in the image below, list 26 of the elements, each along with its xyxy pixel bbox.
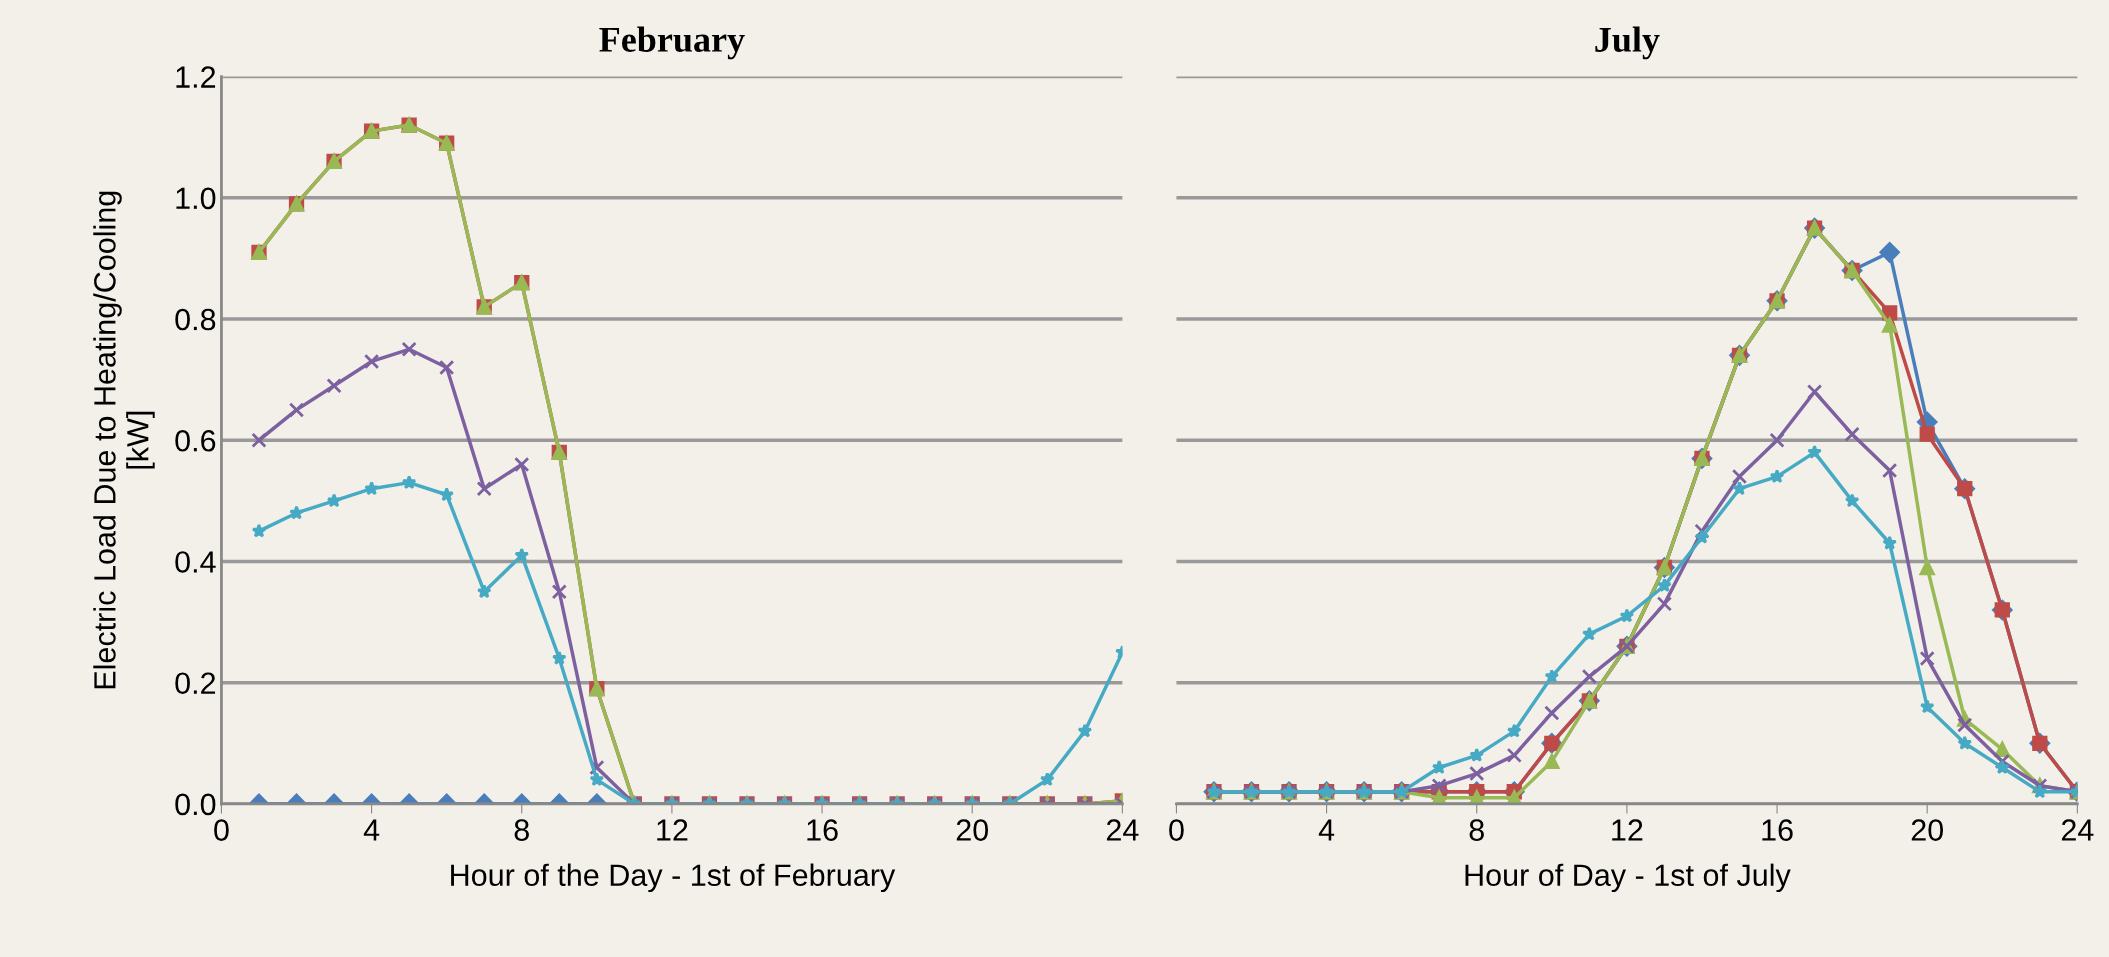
x-tick-label: 16 — [1762, 819, 1793, 841]
x-tick-label: 24 — [2061, 819, 2094, 841]
chart-title: February — [599, 26, 745, 60]
x-axis-title: Hour of Day - 1st of July — [1465, 863, 1791, 893]
x-tick-label: 16 — [807, 819, 838, 841]
x-tick-label: 8 — [514, 819, 529, 841]
x-tick-label: 4 — [363, 819, 380, 841]
chart-title: July — [1595, 26, 1660, 60]
x-tick-label: 0 — [1169, 819, 1184, 841]
x-tick-label: 12 — [1612, 819, 1643, 841]
y-tick-label: 0.6 — [175, 429, 216, 452]
y-axis-title: Electric Load Due to Heating/Cooling [kW] — [93, 191, 155, 689]
x-tick-label: 4 — [1318, 819, 1335, 841]
y-tick-label: 1.0 — [176, 187, 216, 210]
y-tick-label: 0.4 — [175, 551, 216, 573]
y-tick-label: 0.0 — [175, 793, 216, 816]
x-tick-label: 24 — [1106, 819, 1139, 841]
x-tick-label: 20 — [956, 819, 989, 841]
y-tick-label: 1.2 — [176, 66, 216, 88]
x-axis-title: Hour of the Day - 1st of February — [451, 863, 896, 893]
x-tick-label: 12 — [657, 819, 688, 841]
y-tick-label: 0.8 — [175, 308, 216, 331]
x-tick-label: 20 — [1911, 819, 1944, 841]
x-tick-label: 0 — [214, 819, 229, 841]
y-tick-label: 0.2 — [175, 672, 216, 695]
x-tick-label: 8 — [1469, 819, 1484, 841]
